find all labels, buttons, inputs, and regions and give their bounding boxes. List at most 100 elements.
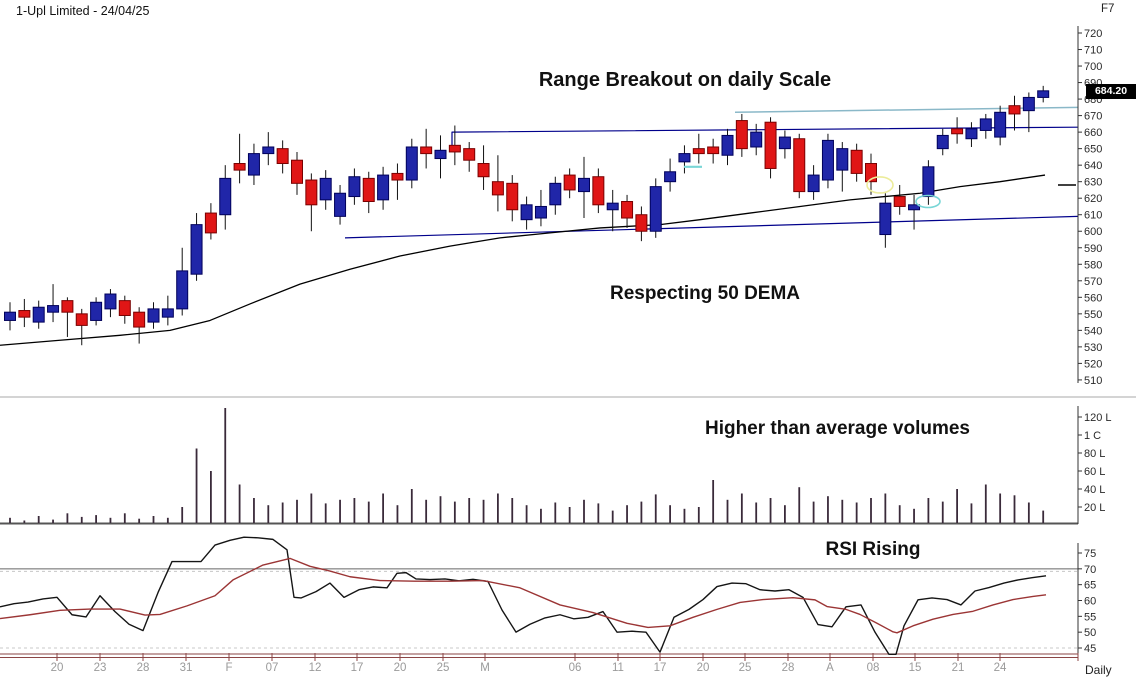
upper-range-line	[451, 126, 1079, 147]
cyan-highlight-ellipse	[915, 194, 941, 209]
time-tick-label: 08	[867, 662, 880, 674]
time-tick-label: 25	[437, 662, 450, 674]
rsi-line	[0, 536, 1047, 656]
candle-up	[664, 171, 677, 183]
candle-down	[951, 128, 964, 135]
candle-up	[606, 202, 619, 211]
time-tick-label: A	[826, 662, 834, 674]
volume-tick-label: 20 L	[1084, 502, 1105, 514]
candle-up	[434, 149, 447, 160]
price-tick-label: 600	[1084, 226, 1102, 238]
candle-down	[850, 149, 863, 174]
rsi-tick-label: 55	[1084, 611, 1096, 623]
rsi-average-line	[0, 557, 1047, 634]
candle-up	[176, 270, 189, 310]
price-tick-label: 710	[1084, 45, 1102, 57]
candle-down	[448, 144, 461, 153]
candle-up	[219, 177, 232, 216]
rsi-tick-label: 60	[1084, 596, 1096, 608]
candle-down	[391, 172, 404, 181]
candle-up	[1022, 96, 1035, 112]
candle-down	[18, 310, 31, 318]
panel-separators	[0, 396, 1136, 655]
time-tick-label: 12	[309, 662, 322, 674]
time-axis[interactable]: 20 23 28 31 F 07 12 17 20 25 M 06 11 17 20 25 28 A 08 15 21 2…	[0, 653, 1079, 674]
time-tick-label: 21	[952, 662, 965, 674]
price-panel	[0, 85, 1079, 346]
candle-up	[520, 204, 533, 221]
time-tick-label: 23	[94, 662, 107, 674]
candle-down	[592, 176, 605, 206]
time-tick-label: 31	[180, 662, 193, 674]
price-tick-label: 670	[1084, 111, 1102, 123]
candle-up	[678, 153, 691, 163]
price-tick-label: 580	[1084, 259, 1102, 271]
candle-up	[994, 111, 1007, 138]
candle-up	[377, 174, 390, 201]
candle-up	[908, 204, 921, 211]
candle-up	[979, 118, 992, 131]
candle-up	[534, 205, 547, 219]
price-tick-label: 620	[1084, 193, 1102, 205]
price-tick-label: 700	[1084, 61, 1102, 73]
price-tick-label: 630	[1084, 177, 1102, 189]
time-tick-label: 15	[909, 662, 922, 674]
rsi-tick-label: 65	[1084, 580, 1096, 592]
price-tick-label: 530	[1084, 342, 1102, 354]
time-tick-label: 20	[51, 662, 64, 674]
time-tick-label: M	[480, 662, 490, 674]
rsi-tick-label: 45	[1084, 643, 1096, 655]
yellow-highlight-ellipse	[866, 176, 894, 194]
candle-down	[362, 177, 375, 203]
candle-down	[133, 311, 146, 328]
volume-tick-label: 120 L	[1084, 412, 1112, 424]
candle-down	[506, 182, 519, 211]
candle-down	[491, 181, 504, 196]
time-tick-label: 20	[394, 662, 407, 674]
candle-up	[90, 301, 103, 321]
candle-down	[305, 179, 318, 206]
highlight-marks	[684, 165, 941, 209]
price-tick-label: 540	[1084, 325, 1102, 337]
price-axis[interactable]: 7207107006906806706606506406306206106005…	[1077, 26, 1112, 657]
candle-up	[319, 177, 332, 201]
candle-down	[865, 163, 877, 183]
time-tick-label: 28	[137, 662, 150, 674]
candle-up	[247, 153, 260, 176]
candle-up	[147, 308, 160, 323]
timeframe-label: Daily	[1085, 663, 1112, 677]
price-tick-label: 660	[1084, 127, 1102, 139]
price-tick-label: 520	[1084, 358, 1102, 370]
volume-panel	[9, 408, 1045, 523]
hotkey-label: F7	[1101, 3, 1115, 15]
candle-up	[750, 131, 763, 148]
time-tick-label: 24	[994, 662, 1007, 674]
time-tick-label: 06	[569, 662, 582, 674]
candle-up	[549, 182, 562, 206]
rsi-tick-label: 75	[1084, 548, 1096, 560]
candle-up	[104, 293, 117, 310]
candle-down	[291, 159, 303, 184]
price-tick-label: 510	[1084, 375, 1102, 387]
last-price-tag: 684.20	[1086, 84, 1136, 99]
candle-up	[936, 134, 949, 150]
price-tick-label: 570	[1084, 276, 1102, 288]
candle-up	[47, 305, 60, 313]
lower-range-line	[344, 215, 1079, 239]
rsi-tick-label: 70	[1084, 564, 1096, 576]
candle-up	[578, 177, 590, 193]
candle-up	[721, 134, 734, 156]
rsi-panel	[0, 536, 1078, 656]
candle-down	[563, 174, 576, 191]
volume-tick-label: 80 L	[1084, 448, 1105, 460]
candle-down	[477, 163, 490, 178]
candlesticks	[4, 85, 1050, 346]
candle-up	[649, 186, 662, 232]
candle-up	[262, 146, 275, 155]
price-tick-label: 650	[1084, 144, 1102, 156]
price-tick-label: 720	[1084, 28, 1102, 40]
candle-up	[879, 202, 892, 236]
price-tick-label: 590	[1084, 243, 1102, 255]
price-tick-label: 560	[1084, 292, 1102, 304]
